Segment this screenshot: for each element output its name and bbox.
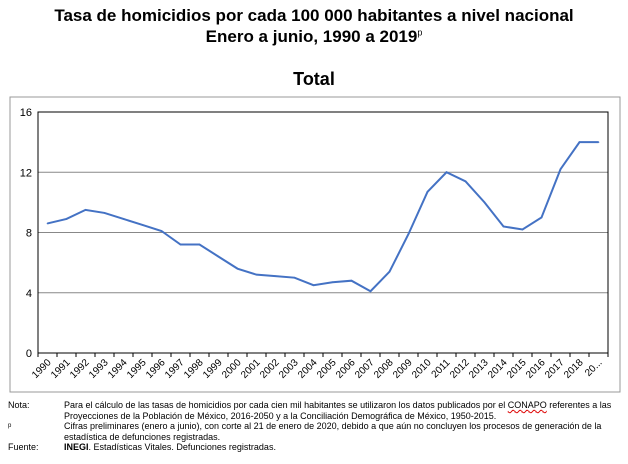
fuente-label: Fuente: <box>8 442 39 452</box>
x-tick-label: 2008 <box>372 357 396 381</box>
y-tick-label: 16 <box>20 107 32 119</box>
data-point <box>274 275 277 277</box>
data-point <box>84 209 87 211</box>
x-tick-label: 2005 <box>315 357 339 381</box>
p-label: p <box>8 423 12 429</box>
y-tick-label: 8 <box>26 228 32 240</box>
fuente-detail: . Estadísticas Vitales. Defunciones regi… <box>88 442 276 452</box>
data-point <box>141 224 144 226</box>
data-point <box>255 273 258 276</box>
data-point <box>236 267 239 270</box>
p-text: Cifras preliminares (enero a junio), con… <box>64 421 602 442</box>
x-tick-label: 2004 <box>296 357 320 381</box>
x-tick-label: 2012 <box>448 357 472 381</box>
data-point <box>103 212 106 214</box>
data-point <box>350 279 353 282</box>
x-tick-label: 2017 <box>543 357 567 381</box>
x-tick-label: 1992 <box>68 357 92 381</box>
x-tick-label: 2018 <box>562 357 586 381</box>
nota-label: Nota: <box>8 400 30 410</box>
x-tick-label: 1994 <box>106 357 130 381</box>
x-tick-label: 2003 <box>277 357 301 381</box>
x-tick-label: 2007 <box>353 357 377 381</box>
data-point <box>46 222 49 225</box>
chart-subtitle-period: Enero a junio, 1990 a 2019p <box>0 27 628 47</box>
x-tick-label: 1996 <box>144 357 168 381</box>
data-point <box>369 290 372 293</box>
data-point <box>483 201 486 204</box>
data-point <box>388 270 391 273</box>
x-tick-label: 1997 <box>163 357 187 381</box>
period-text: Enero a junio, 1990 a 2019 <box>205 27 418 46</box>
data-point <box>464 180 467 183</box>
x-tick-label: 2006 <box>334 357 358 381</box>
data-point <box>559 168 562 171</box>
x-tick-label: 2000 <box>220 357 244 381</box>
y-tick-label: 0 <box>26 348 32 360</box>
x-tick-label: 1998 <box>182 357 206 381</box>
data-point <box>217 255 220 258</box>
fuente-source: INEGI <box>64 442 89 452</box>
x-tick-label: 20... <box>583 357 605 379</box>
data-point <box>65 218 68 220</box>
data-point <box>407 233 410 235</box>
x-tick-label: 1990 <box>30 357 54 381</box>
data-point <box>502 225 505 228</box>
nota-text: Para el cálculo de las tasas de homicidi… <box>64 400 623 421</box>
data-point <box>540 216 543 219</box>
x-tick-label: 2015 <box>505 357 529 381</box>
data-point <box>578 141 581 143</box>
data-point <box>293 276 296 279</box>
preliminary-mark: p <box>417 27 423 38</box>
nota-text-part: referentes a las Proyecciones de la Pobl… <box>64 400 612 421</box>
x-tick-label: 2002 <box>258 357 282 381</box>
x-tick-label: 2016 <box>524 357 548 381</box>
chart-series-title: Total <box>293 69 335 89</box>
data-point <box>198 243 201 246</box>
nota-text-part: Para el cálculo de las tasas de homicidi… <box>64 400 508 410</box>
data-point <box>331 281 334 284</box>
data-point <box>521 228 524 231</box>
x-tick-label: 1993 <box>87 357 111 381</box>
data-point <box>179 243 182 246</box>
data-point <box>312 284 315 287</box>
x-tick-label: 2010 <box>410 357 434 381</box>
fuente-text: INEGI. Estadísticas Vitales. Defunciones… <box>64 442 623 453</box>
x-tick-label: 1999 <box>201 357 225 381</box>
x-tick-label: 2001 <box>239 357 263 381</box>
x-tick-label: 2011 <box>430 357 453 380</box>
x-tick-label: 1995 <box>125 357 149 381</box>
x-tick-label: 2009 <box>391 357 415 381</box>
y-tick-label: 12 <box>20 167 32 179</box>
x-tick-label: 2014 <box>486 357 510 381</box>
chart-frame <box>9 96 621 393</box>
conapo-text: CONAPO <box>507 400 547 410</box>
data-point <box>122 218 125 220</box>
series-line <box>47 141 599 293</box>
data-point <box>445 171 448 174</box>
data-point <box>160 230 163 232</box>
data-point <box>597 141 600 143</box>
chart-title: Tasa de homicidios por cada 100 000 habi… <box>54 6 574 25</box>
y-tick-label: 4 <box>26 288 32 300</box>
footnotes: Nota: Para el cálculo de las tasas de hom… <box>8 400 623 453</box>
x-tick-label: 2013 <box>467 357 491 381</box>
line-chart: 0481216199019911992199319941995199619971… <box>9 96 621 393</box>
data-point <box>426 191 429 193</box>
x-tick-label: 1991 <box>49 357 73 381</box>
